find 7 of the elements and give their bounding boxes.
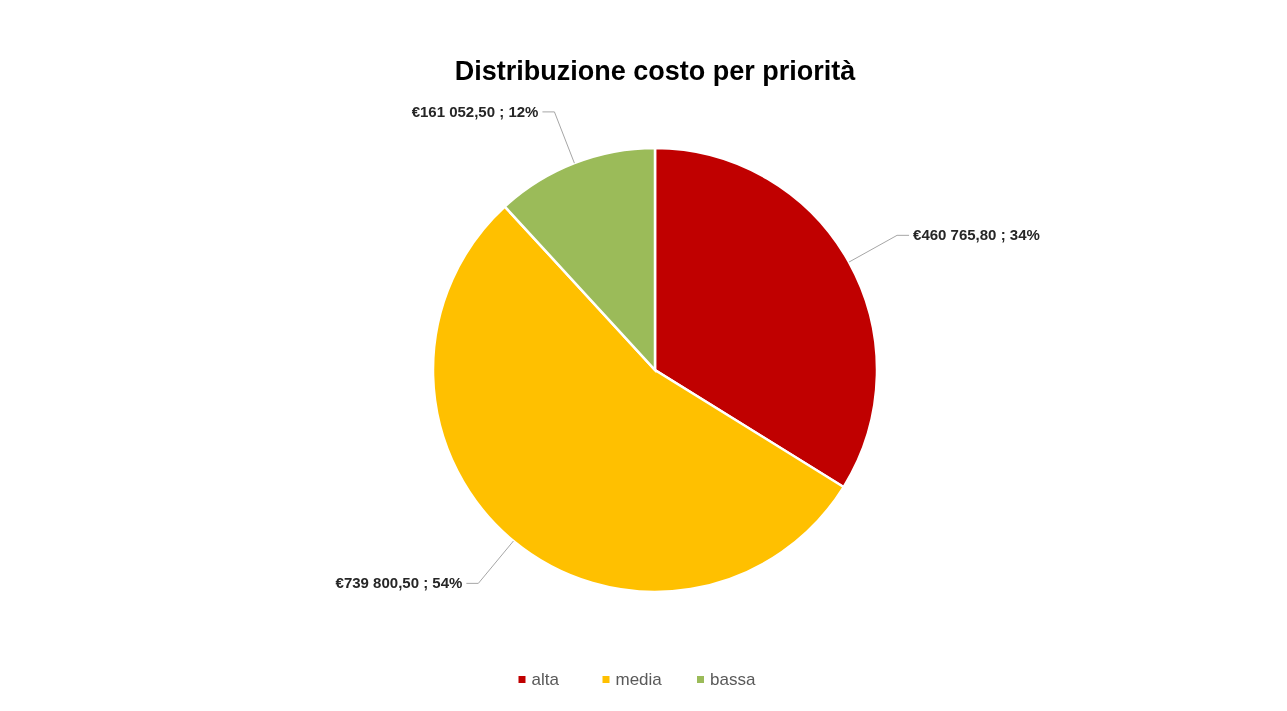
data-label: €161 052,50 ; 12% <box>411 102 539 120</box>
data-label: €460 765,80 ; 34% <box>913 226 1040 244</box>
legend-label: media <box>615 670 663 689</box>
data-label: €739 800,50 ; 54% <box>335 574 463 592</box>
legend-label: alta <box>531 670 560 689</box>
chart-title: Distribuzione costo per priorità <box>454 56 857 86</box>
legend-label: bassa <box>710 670 756 689</box>
